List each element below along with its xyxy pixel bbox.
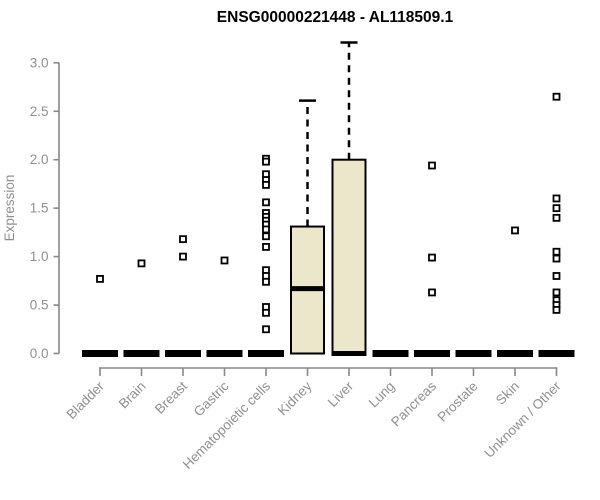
collapsed-box [165,350,201,357]
outlier-point [552,213,561,222]
box-group [290,99,325,355]
y-tick-label: 1.5 [30,201,49,216]
outlier-point [179,235,187,244]
outlier-point [552,288,561,297]
box-group [206,256,243,357]
box-group [497,226,533,357]
y-axis-title: Expression [2,175,17,242]
outlier-point [137,259,146,268]
box-group [538,92,575,357]
x-tick-label: Brain [116,379,149,412]
plot-area [82,41,575,357]
x-tick-label: Bladder [64,378,108,422]
outlier-point [262,243,270,251]
iqr-box [331,158,367,355]
collapsed-box [248,350,284,357]
collapsed-box [206,350,243,357]
box-group [372,350,409,357]
y-tick-label: 3.0 [30,55,49,70]
outlier-point [262,277,270,286]
outlier-point [511,226,519,235]
outlier-point [262,180,270,189]
outlier-point [96,274,104,283]
x-tick-label: Unknown / Other [481,378,564,461]
outlier-point [262,225,270,234]
collapsed-box [538,350,575,357]
x-tick-label: Liver [325,378,357,410]
outlier-point [262,157,270,166]
outlier-point [262,198,270,207]
y-tick-label: 1.0 [30,249,49,264]
box-group [165,235,201,357]
y-tick-label: 0.0 [30,346,49,361]
outlier-point [552,305,561,314]
outlier-point [262,232,270,241]
box-group [123,259,160,357]
outlier-point [552,92,561,101]
box-group [414,161,450,357]
x-tick-label: Kidney [275,378,315,418]
x-tick-label: Breast [152,378,190,416]
outlier-point [262,308,270,317]
x-tick-label: Lung [366,379,398,411]
x-tick-label: Skin [493,379,522,408]
outlier-point [262,325,270,334]
y-tick-label: 2.0 [30,152,49,167]
outlier-point [552,247,561,256]
x-tick-label: Pancreas [388,378,439,429]
box-group [82,274,118,357]
outlier-point [428,253,436,262]
outlier-point [552,194,561,203]
outlier-point [552,204,561,213]
collapsed-box [123,350,160,357]
collapsed-box [82,350,118,357]
collapsed-box [372,350,409,357]
chart-title: ENSG00000221448 - AL118509.1 [217,9,454,26]
collapsed-box [497,350,533,357]
outlier-point [552,254,561,263]
outlier-point [552,272,561,280]
x-tick-label: Gastric [191,378,232,419]
y-tick-label: 2.5 [30,104,49,119]
outlier-point [220,256,229,265]
box-group [248,154,284,357]
y-axis: 0.0 0.5 1.0 1.5 2.0 2.5 3.0 [30,55,60,361]
box-group [455,350,492,357]
outlier-point [179,252,187,261]
outlier-point [428,161,436,170]
collapsed-box [414,350,450,357]
collapsed-box [455,350,492,357]
x-tick-label: Prostate [434,379,480,425]
box-group [331,41,367,356]
y-tick-label: 0.5 [30,298,49,313]
outlier-point [428,288,436,297]
